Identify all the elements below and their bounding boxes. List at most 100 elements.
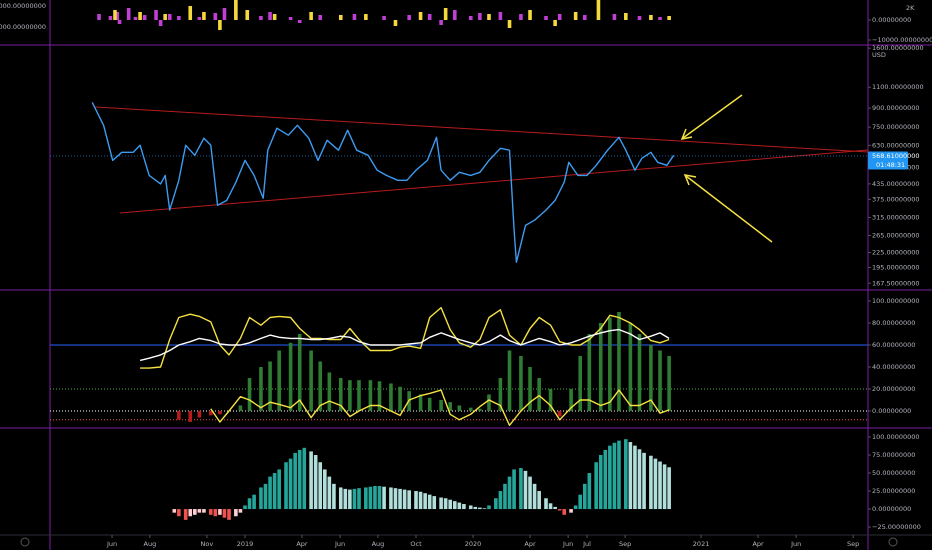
y-tick-label: 1600.00000000 <box>872 44 924 52</box>
bar <box>208 509 213 515</box>
bar <box>478 507 482 510</box>
trend-line <box>119 149 869 214</box>
settings-icon[interactable] <box>888 537 898 547</box>
bar <box>537 377 541 411</box>
bar <box>227 509 231 520</box>
bar <box>268 476 272 510</box>
bar <box>658 461 662 510</box>
bar <box>297 449 302 510</box>
bar <box>519 467 523 510</box>
bar <box>649 15 653 20</box>
bar <box>658 17 662 20</box>
y-tick-label: 195.00000000 <box>872 263 920 271</box>
bar <box>587 333 592 411</box>
bar <box>573 12 578 20</box>
bar <box>473 506 478 510</box>
bar <box>418 12 423 20</box>
pane <box>91 101 675 263</box>
bar <box>309 451 313 510</box>
bar <box>377 486 382 510</box>
bar <box>348 380 352 411</box>
y-tick-label: −25.00000000 <box>872 523 921 531</box>
bar <box>633 445 637 510</box>
bar <box>662 464 667 510</box>
bar <box>478 408 482 411</box>
bar <box>218 20 222 30</box>
x-tick-label: Aug <box>144 540 157 548</box>
x-tick-label: 2019 <box>237 540 254 548</box>
bar <box>322 469 327 510</box>
bar <box>188 509 193 517</box>
bar <box>557 410 562 417</box>
bar <box>115 12 120 20</box>
x-tick-label: Nov <box>201 540 214 548</box>
x-tick-label: Aug <box>372 540 385 548</box>
bar <box>594 462 598 510</box>
bar <box>183 509 188 520</box>
bar <box>245 10 250 20</box>
left-scale-label: 26000.00000000 <box>0 23 46 31</box>
bar <box>443 498 448 510</box>
y-tick-label: 50.00000000 <box>872 469 915 477</box>
bar <box>667 467 671 510</box>
bar <box>234 509 238 517</box>
bar <box>582 483 587 510</box>
bar <box>213 509 218 517</box>
bar <box>368 486 373 510</box>
bar <box>268 361 272 411</box>
y-tick-label: 75.00000000 <box>872 451 915 459</box>
bar <box>512 469 516 510</box>
bar <box>498 377 503 411</box>
bar <box>528 476 532 510</box>
bar <box>268 12 272 20</box>
x-tick-label: Jun <box>562 540 573 548</box>
trend-line <box>94 106 869 153</box>
bar <box>113 10 117 20</box>
bar <box>368 380 373 411</box>
y-tick-label: 25.00000000 <box>872 487 915 495</box>
bar <box>393 20 398 26</box>
zoom-icon[interactable] <box>20 537 30 547</box>
bar <box>364 14 368 20</box>
bar <box>247 377 252 411</box>
bar <box>608 445 612 510</box>
bar <box>487 505 491 510</box>
bar <box>608 317 612 411</box>
bar <box>503 483 507 510</box>
bar <box>252 494 256 510</box>
bar <box>427 397 432 411</box>
y-tick-label: 225.00000000 <box>872 249 920 257</box>
bar <box>402 489 407 510</box>
y-tick-label: 167.50000000 <box>872 279 920 287</box>
bar <box>352 488 357 510</box>
bar <box>318 462 323 510</box>
line <box>139 328 670 362</box>
x-tick-label: Apr <box>524 540 536 548</box>
bar <box>332 483 336 510</box>
bar <box>487 394 491 411</box>
bar <box>389 487 393 510</box>
y-tick-label: 100.00000000 <box>872 297 920 305</box>
scale-label: 2K <box>906 4 915 12</box>
bar <box>612 442 617 510</box>
bar <box>557 509 562 511</box>
unit-label: USD <box>872 51 886 59</box>
bar <box>377 381 382 411</box>
line <box>91 101 675 263</box>
bar <box>238 405 243 411</box>
bar <box>439 497 443 510</box>
bar <box>338 487 343 510</box>
bar <box>658 350 662 411</box>
bar <box>202 509 206 513</box>
bar <box>569 509 573 513</box>
bar <box>373 486 377 510</box>
bar <box>407 15 411 20</box>
bar <box>133 17 138 20</box>
y-tick-label: 80.00000000 <box>872 319 915 327</box>
bar <box>177 410 181 420</box>
arrow <box>680 94 743 141</box>
x-tick-label: Sep <box>847 540 859 548</box>
x-tick-label: Apr <box>752 540 764 548</box>
